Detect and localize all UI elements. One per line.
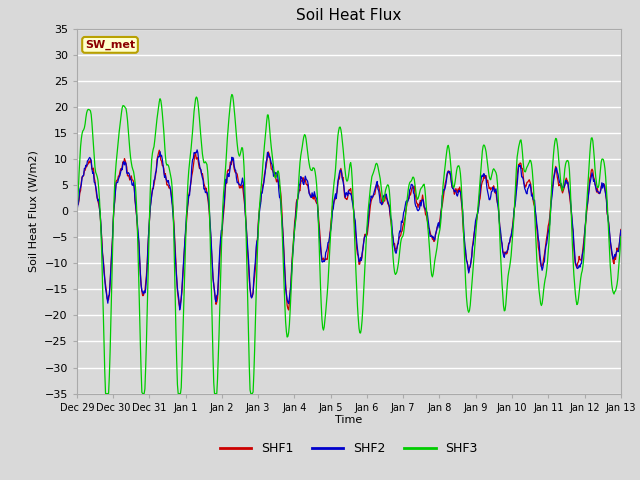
SHF2	[617, 228, 625, 233]
SHF3	[83, 110, 90, 116]
SHF3	[417, 187, 424, 192]
SHF1	[195, 161, 202, 167]
SHF2	[73, 210, 81, 216]
SHF2	[433, 228, 440, 234]
SHF1	[156, 147, 163, 153]
SHF1	[285, 307, 292, 313]
SHF2	[417, 200, 424, 205]
Legend: SHF1, SHF2, SHF3: SHF1, SHF2, SHF3	[214, 437, 483, 460]
Line: SHF2: SHF2	[77, 150, 621, 310]
SHF1	[433, 229, 440, 235]
Title: Soil Heat Flux: Soil Heat Flux	[296, 9, 401, 24]
SHF2	[196, 162, 204, 168]
SHF3	[140, 391, 147, 396]
Y-axis label: Soil Heat Flux (W/m2): Soil Heat Flux (W/m2)	[29, 150, 38, 272]
SHF3	[102, 391, 109, 396]
SHF3	[223, 135, 231, 141]
SHF1	[83, 164, 90, 169]
Line: SHF1: SHF1	[77, 150, 621, 310]
SHF2	[224, 171, 232, 177]
SHF2	[139, 289, 147, 295]
SHF2	[83, 163, 90, 169]
SHF2	[176, 307, 184, 313]
SHF3	[195, 107, 202, 112]
Text: SW_met: SW_met	[85, 40, 135, 50]
SHF1	[617, 227, 625, 232]
SHF3	[433, 250, 440, 256]
SHF1	[417, 197, 424, 203]
Line: SHF3: SHF3	[77, 95, 621, 394]
SHF3	[617, 234, 625, 240]
SHF1	[223, 168, 231, 174]
SHF1	[139, 293, 147, 299]
SHF1	[73, 205, 81, 211]
SHF3	[228, 92, 236, 97]
SHF2	[193, 147, 201, 153]
SHF3	[73, 207, 81, 213]
X-axis label: Time: Time	[335, 415, 362, 425]
